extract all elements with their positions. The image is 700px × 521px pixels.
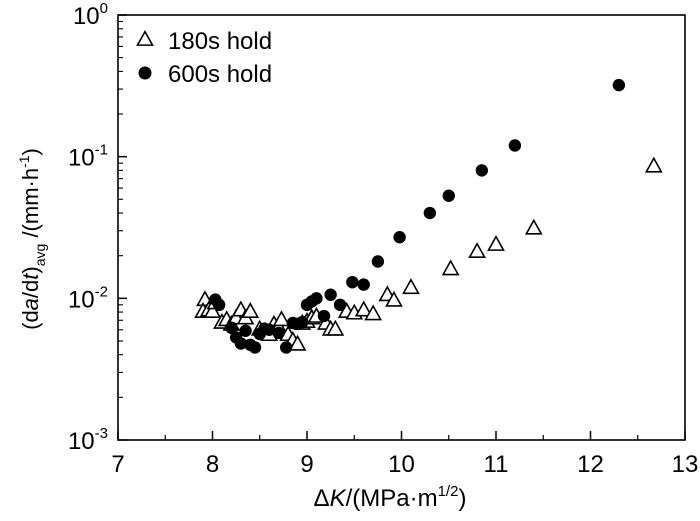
x-label-exponent: 1/2 xyxy=(438,483,459,500)
data-point-600s xyxy=(612,78,626,92)
data-point-180s xyxy=(272,310,291,327)
y-label-open: (d xyxy=(18,310,43,330)
y-label-t: t xyxy=(18,273,43,280)
data-point-600s xyxy=(317,309,331,323)
data-point-600s xyxy=(272,326,285,340)
legend-marker-600s xyxy=(138,66,152,80)
axes: 7 8 9 10 11 12 13 100 10-1 10-2 10-3 xyxy=(68,0,698,478)
x-tick-label: 9 xyxy=(300,451,313,478)
y-tick-label: 100 xyxy=(73,0,108,30)
data-point-600s xyxy=(442,189,455,202)
data-point-180s xyxy=(402,278,420,295)
x-tick-label: 7 xyxy=(111,451,124,478)
y-tick-label: 10-2 xyxy=(68,283,108,313)
x-axis-label: ΔK/(MPa·m1/2) xyxy=(314,483,467,512)
data-point-180s xyxy=(326,319,345,336)
plot-marks xyxy=(194,78,663,354)
x-tick-label: 11 xyxy=(484,451,509,478)
x-tick-label: 10 xyxy=(388,451,415,478)
data-point-600s xyxy=(234,337,248,350)
data-point-600s xyxy=(248,341,262,354)
y-label-end: ) xyxy=(18,148,43,155)
data-point-600s xyxy=(393,231,406,244)
y-label-close: ) xyxy=(18,266,43,273)
data-point-600s xyxy=(423,206,437,220)
data-point-180s xyxy=(524,218,543,235)
x-tick-label: 8 xyxy=(206,451,219,478)
data-point-180s xyxy=(288,334,307,351)
data-point-180s xyxy=(644,156,663,173)
y-label-exponent: -1 xyxy=(16,155,32,168)
y-label-subscript: avg xyxy=(32,244,48,267)
data-point-600s xyxy=(324,288,337,301)
data-point-600s xyxy=(508,139,522,152)
data-point-180s xyxy=(385,290,403,307)
data-point-180s xyxy=(364,304,383,321)
x-tick-label: 12 xyxy=(577,451,604,478)
data-point-600s xyxy=(333,298,347,312)
x-label-k: K xyxy=(330,485,347,512)
x-label-close: ) xyxy=(458,485,466,512)
data-point-180s xyxy=(487,234,505,251)
data-point-600s xyxy=(212,298,226,312)
data-point-180s xyxy=(468,242,486,259)
y-axis-label: (da/dt)avg /(mm·h-1) xyxy=(16,148,48,330)
y-tick-label: 10-3 xyxy=(68,425,108,455)
data-point-600s xyxy=(263,323,276,336)
data-point-180s xyxy=(354,300,373,317)
y-tick-label: 10-1 xyxy=(68,142,108,172)
y-label-unit: /(mm·h xyxy=(18,168,43,244)
y-label-slash: /d xyxy=(18,280,43,298)
data-point-600s xyxy=(239,324,252,337)
legend-marker-180s xyxy=(136,29,154,46)
data-point-600s xyxy=(357,278,370,291)
data-point-180s xyxy=(441,259,460,276)
x-tick-label: 13 xyxy=(672,451,699,478)
data-point-600s xyxy=(371,255,385,268)
data-point-600s xyxy=(310,292,323,305)
legend-label: 600s hold xyxy=(168,61,272,88)
legend-label: 180s hold xyxy=(168,28,272,55)
x-label-delta: Δ xyxy=(314,485,330,512)
data-point-600s xyxy=(475,164,489,177)
y-label-a: a xyxy=(18,298,43,310)
data-point-600s xyxy=(225,321,238,334)
legend: 180s hold 600s hold xyxy=(136,28,272,88)
data-point-600s xyxy=(346,275,359,289)
data-point-600s xyxy=(296,315,309,329)
x-label-unit: /(MPa·m xyxy=(346,485,438,512)
data-point-180s xyxy=(203,302,222,318)
data-point-600s xyxy=(280,341,293,354)
data-point-180s xyxy=(241,302,260,318)
